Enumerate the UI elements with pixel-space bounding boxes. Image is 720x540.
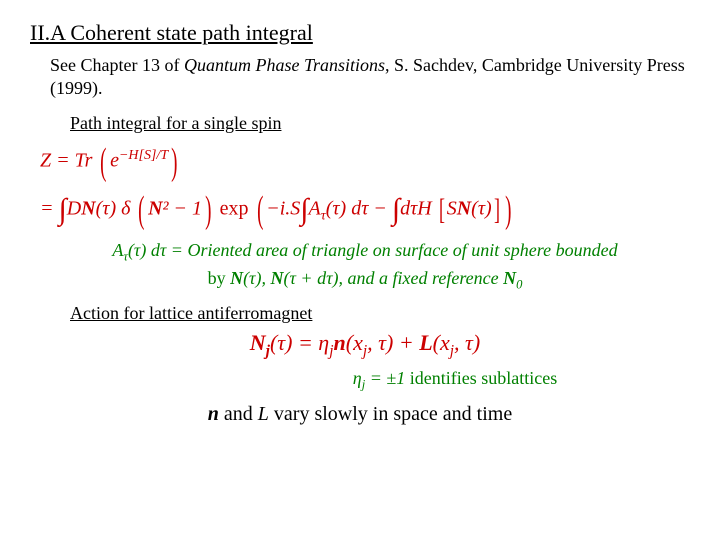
g1-N2: N <box>271 268 284 288</box>
eq1-dH: dτH <box>400 197 432 219</box>
eq1-eq: = <box>40 197 59 219</box>
equation-nj: Nj(τ) = ηjn(xj, τ) + L(xj, τ) <box>40 330 690 360</box>
footer-mid: and <box>219 403 258 425</box>
eq2-c: (x <box>346 330 363 355</box>
eq1-S: S <box>447 197 457 219</box>
section-title: II.A Coherent state path integral <box>30 20 690 46</box>
g1-by: by <box>208 268 231 288</box>
footer-statement: n and L vary slowly in space and time <box>30 403 690 426</box>
g1-N0: N <box>503 268 516 288</box>
eq1-mid: (τ) dτ − <box>326 197 392 219</box>
g1-e: (τ + dτ), and a fixed reference <box>284 268 504 288</box>
eq1-N2: N <box>148 197 162 219</box>
eq1-is: −i.S <box>266 197 300 219</box>
eq1-tau3: (τ) <box>471 197 491 219</box>
g1-N1: N <box>230 268 243 288</box>
ref-book: Quantum Phase Transitions <box>184 55 385 75</box>
eq2-N: N <box>250 330 266 355</box>
eq1-exp: exp <box>220 197 249 219</box>
footer-rest: vary slowly in space and time <box>269 403 512 425</box>
footer-n: n <box>208 403 219 425</box>
footer-L: L <box>258 403 269 425</box>
subheading-2: Action for lattice antiferromagnet <box>70 303 690 324</box>
g2-sub: j <box>362 378 366 392</box>
eq2-f: , τ) <box>454 330 480 355</box>
eq1-e: e <box>110 149 119 171</box>
eq2-e: (x <box>433 330 450 355</box>
eq1-sq: ² − 1 <box>163 197 203 219</box>
g1-d: (τ), <box>243 268 270 288</box>
equation-z: Z = Tr (e−H[S]/T) = ∫DN(τ) δ (N² − 1) ex… <box>40 140 690 232</box>
eq1-N3: N <box>457 197 471 219</box>
eq2-a: (τ) = η <box>270 330 329 355</box>
eq1-D: D <box>67 197 81 219</box>
g1-A: A <box>112 240 123 260</box>
eq1-A: A <box>309 197 321 219</box>
eq1-lhs: Z = Tr <box>40 149 92 171</box>
eq1-tau1: (τ) δ <box>96 197 131 219</box>
eq1-sup: −H[S]/T <box>119 148 168 163</box>
eq2-n: n <box>334 330 346 355</box>
green-annotation-1: Aτ(τ) dτ = Oriented area of triangle on … <box>40 240 690 293</box>
g1-sub0: 0 <box>516 278 522 292</box>
green-annotation-2: ηj = ±1 identifies sublattices <box>40 368 690 393</box>
reference-text: See Chapter 13 of Quantum Phase Transiti… <box>50 54 690 101</box>
g1-rest: (τ) dτ = Oriented area of triangle on su… <box>128 240 618 260</box>
ref-prefix: See Chapter 13 of <box>50 55 184 75</box>
subheading-1: Path integral for a single spin <box>70 113 690 134</box>
eq2-d: , τ) + <box>367 330 419 355</box>
eq2-L: L <box>419 330 432 355</box>
eq1-N1: N <box>81 197 95 219</box>
